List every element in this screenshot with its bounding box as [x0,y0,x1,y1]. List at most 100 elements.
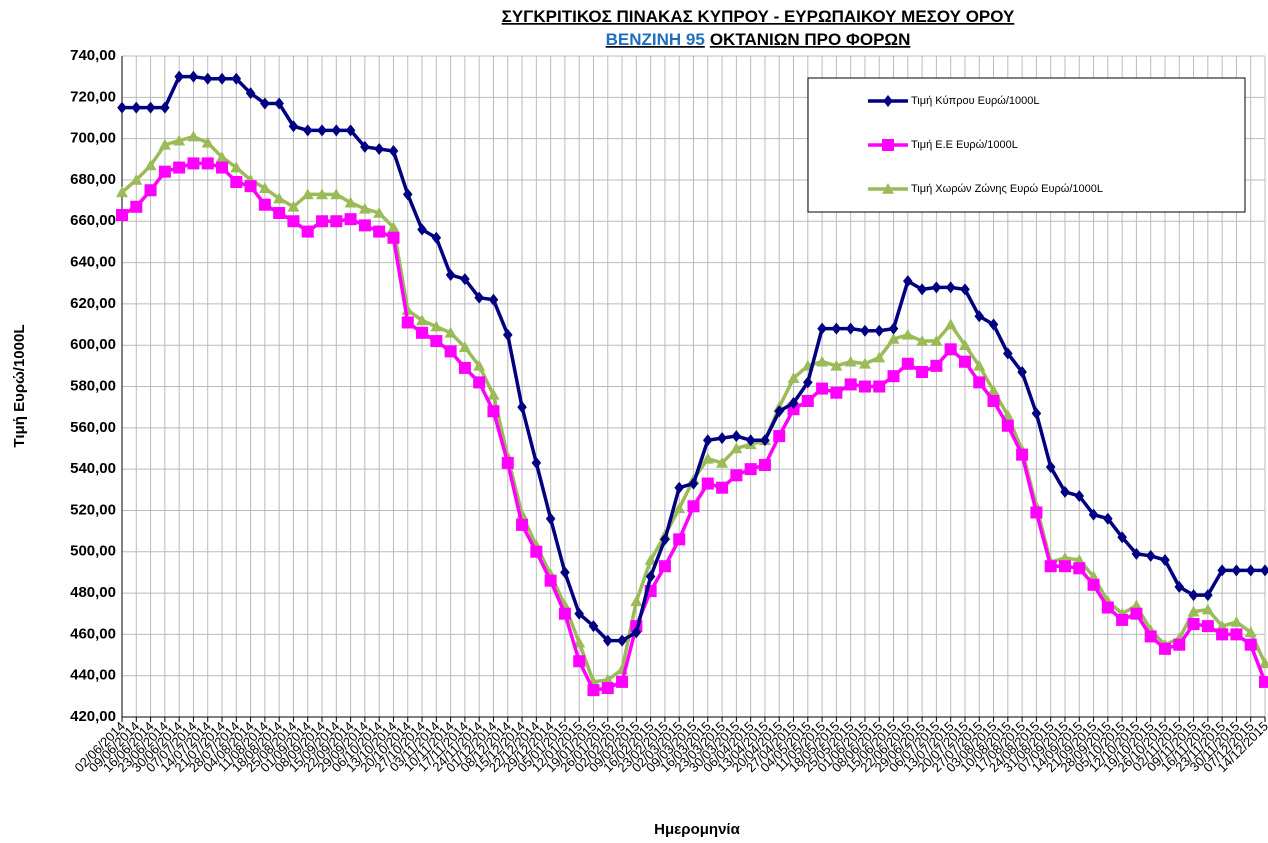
marker [987,384,1000,396]
y-tick-label: 560,00 [70,419,116,436]
marker [1244,626,1257,638]
marker [316,188,329,200]
marker [1216,628,1229,641]
marker [260,97,270,110]
y-tick-label: 660,00 [70,212,116,229]
marker [502,328,513,341]
marker [130,200,143,213]
chart-title: ΣΥΓΚΡΙΤΙΚΟΣ ΠΙΝΑΚΑΣ ΚΥΠΡΟΥ - ΕΥΡΩΠΑΙΚΟΥ … [502,7,1015,26]
marker [173,134,186,146]
marker [873,380,886,393]
marker [401,316,414,329]
marker [1016,448,1029,461]
marker [373,206,386,218]
marker [458,361,471,374]
marker [930,359,943,372]
marker [901,357,914,370]
marker [358,219,371,232]
marker [344,196,357,208]
marker [944,318,957,330]
y-tick-label: 680,00 [70,171,116,188]
marker [844,378,857,391]
marker [844,355,857,367]
marker [458,341,471,353]
marker [416,314,429,326]
marker [717,432,727,445]
marker [858,357,871,369]
marker [958,339,971,350]
marker [973,359,986,371]
legend-label: Τιμή Χωρών Ζώνης Ευρώ Ευρώ/1000L [911,183,1103,195]
marker [803,376,813,389]
marker [702,434,713,447]
marker [887,332,900,344]
marker [660,533,670,546]
marker [560,566,570,579]
marker [316,215,329,228]
marker [1117,531,1127,544]
marker [1030,506,1043,519]
marker [1259,675,1268,688]
marker [301,188,314,200]
marker [474,291,484,304]
marker [488,293,499,306]
marker [501,456,514,469]
marker [430,320,443,332]
legend-label: Τιμή Ε.Ε Ευρώ/1000L [911,139,1018,151]
marker [117,101,127,114]
marker [258,198,271,211]
x-axis-label: Ημερομηνία [654,821,740,838]
marker [187,157,200,170]
marker [558,607,571,620]
marker [644,554,657,565]
marker [530,545,543,558]
marker [387,221,400,233]
marker [188,70,199,83]
marker [358,202,371,214]
marker [258,182,271,193]
marker [1087,578,1100,591]
y-tick-label: 460,00 [70,625,116,642]
marker [1116,613,1129,626]
marker [601,673,614,685]
marker [217,72,227,85]
marker [987,394,1000,407]
marker [931,281,942,294]
marker [1260,564,1268,577]
marker [616,675,629,688]
marker [231,72,242,85]
marker [688,477,699,490]
subtitle-text: ΟΚΤΑΝΙΩΝ ΠΡΟ ΦΟΡΩΝ [710,30,911,49]
marker [473,376,486,389]
marker [431,231,442,244]
marker [174,70,184,83]
marker [945,281,956,294]
marker [1188,589,1199,602]
marker [1216,620,1229,631]
chart-subtitle: ΒΕΝΖΙΝΗ 95 ΟΚΤΑΝΙΩΝ ΠΡΟ ΦΟΡΩΝ [606,30,911,49]
marker [130,173,143,185]
marker [1044,560,1057,573]
marker [587,684,600,697]
marker [916,335,929,346]
marker [1245,564,1256,577]
marker [273,206,286,219]
y-tick-label: 720,00 [70,88,116,105]
marker [460,273,470,286]
marker [930,335,943,346]
marker [517,401,527,414]
marker [344,213,357,226]
marker [858,380,871,393]
marker [617,634,627,647]
marker [744,463,757,476]
marker [674,481,685,494]
marker [345,124,356,137]
marker [701,452,714,464]
y-tick-label: 420,00 [70,708,116,725]
marker [131,101,142,114]
marker [1101,601,1114,614]
marker [1160,554,1170,567]
marker [1201,603,1214,615]
marker [730,469,743,482]
marker [487,405,500,418]
